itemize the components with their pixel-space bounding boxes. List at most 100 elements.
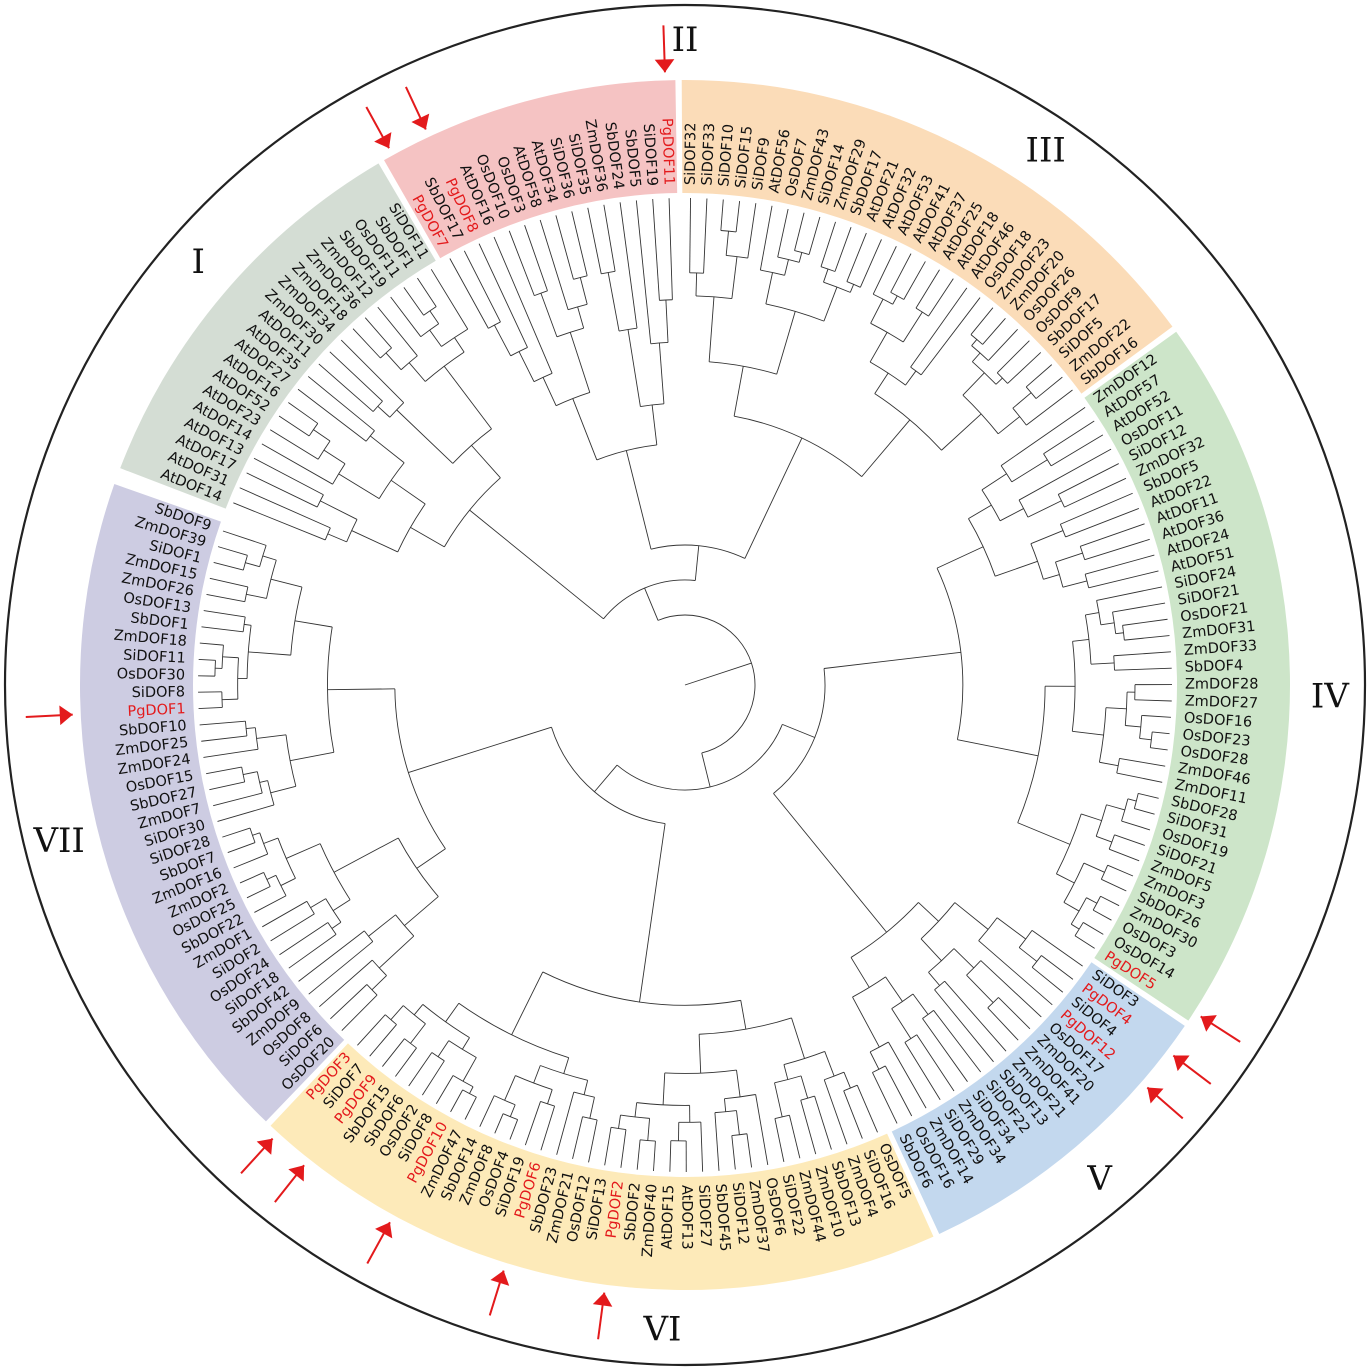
branch-radial — [1125, 725, 1141, 728]
branch-radial — [928, 972, 940, 986]
branch-radial — [972, 352, 981, 362]
branch-radial — [922, 1018, 968, 1082]
backbone-radial — [594, 764, 618, 793]
branch-radial — [695, 272, 698, 296]
branch-arc — [325, 898, 342, 923]
branch-radial — [1150, 747, 1168, 751]
branch-arc — [494, 1095, 516, 1106]
branch-radial — [635, 200, 652, 344]
branch-arc — [1000, 465, 1013, 483]
branch-radial — [849, 284, 855, 293]
branch-radial — [246, 593, 267, 599]
branch-radial — [1058, 463, 1119, 495]
branch-arc — [422, 1004, 470, 1039]
branch-radial — [1085, 612, 1099, 616]
branch-radial — [920, 297, 981, 376]
branch-radial — [509, 1119, 519, 1140]
branch-radial — [511, 971, 544, 1035]
branch-radial — [1043, 420, 1095, 455]
branch-radial — [377, 306, 418, 357]
branch-radial — [978, 940, 1053, 1006]
branch-radial — [1050, 434, 1104, 467]
branch-arc — [760, 269, 785, 276]
branch-radial — [329, 351, 383, 402]
leaf-label: SiDOF10 — [716, 124, 737, 188]
branch-radial — [435, 1075, 454, 1104]
branch-radial — [700, 1122, 704, 1172]
branch-arc — [502, 1113, 518, 1120]
branch-radial — [454, 337, 465, 353]
branch-arc — [869, 1041, 889, 1053]
branch-radial — [824, 1051, 835, 1077]
branch-radial — [870, 298, 884, 324]
branch-arc — [242, 616, 246, 632]
branch-radial — [368, 914, 396, 937]
branch-arc — [241, 766, 246, 783]
branch-arc — [873, 293, 893, 305]
branch-radial — [653, 1141, 656, 1172]
branch-radial — [800, 1075, 809, 1099]
branch-radial — [246, 472, 318, 508]
branch-arc — [1059, 524, 1066, 538]
leaf-label: OsDOF23 — [1182, 727, 1252, 750]
branch-arc — [317, 440, 331, 460]
branch-radial — [603, 204, 616, 272]
branch-radial — [1086, 897, 1098, 904]
highlight-arrow-head — [375, 1222, 393, 1239]
backbone-radial — [408, 726, 552, 773]
leaf-label: ZmDOF40 — [640, 1183, 661, 1257]
branch-radial — [869, 1051, 880, 1070]
branch-radial — [1043, 574, 1060, 580]
branch-radial — [725, 231, 729, 256]
branch-radial — [1088, 570, 1159, 589]
branch-radial — [478, 243, 528, 348]
branch-radial — [1065, 508, 1140, 538]
branch-radial — [1134, 699, 1172, 702]
branch-radial — [341, 994, 378, 1031]
branch-radial — [720, 199, 724, 231]
backbone-radial — [823, 651, 961, 669]
branch-arc — [394, 688, 446, 849]
branch-radial — [270, 785, 296, 794]
leaf-label: ZmDOF33 — [1183, 638, 1257, 659]
highlight-arrow-head — [654, 59, 675, 73]
branch-radial — [668, 198, 673, 300]
branch-radial — [731, 256, 738, 299]
highlight-arrow-head — [288, 1165, 305, 1182]
branch-radial — [429, 329, 442, 347]
branch-radial — [953, 948, 975, 969]
branch-radial — [245, 562, 260, 568]
branch-arc — [1092, 896, 1101, 911]
branch-radial — [736, 1110, 740, 1135]
branch-radial — [1112, 602, 1166, 613]
leaf-label: AtDOF15 — [659, 1185, 677, 1250]
branch-radial — [834, 227, 852, 272]
branch-arc — [1121, 798, 1129, 822]
branch-radial — [408, 362, 426, 382]
branch-arc — [640, 1139, 656, 1142]
leaf-label: SiDOF15 — [733, 125, 756, 189]
branch-radial — [954, 902, 989, 930]
branch-radial — [540, 1105, 556, 1151]
branch-radial — [298, 930, 365, 982]
backbone-radial — [744, 437, 803, 559]
branch-arc — [601, 270, 616, 275]
branch-arc — [1025, 386, 1037, 399]
branch-radial — [1080, 523, 1145, 547]
branch-radial — [261, 443, 333, 485]
branch-radial — [885, 976, 903, 1002]
branch-radial — [206, 593, 245, 603]
branch-radial — [957, 739, 1039, 757]
clade-band-vii — [79, 484, 345, 1122]
branch-radial — [417, 277, 437, 307]
branch-radial — [1096, 835, 1113, 843]
branch-radial — [462, 1037, 470, 1050]
branch-radial — [1105, 707, 1127, 710]
branch-radial — [708, 296, 715, 362]
branch-radial — [308, 941, 374, 995]
branch-radial — [539, 219, 569, 310]
branch-radial — [1134, 808, 1155, 815]
backbone-arc — [657, 614, 756, 754]
clade-label-iv: IV — [1311, 676, 1350, 716]
branch-radial — [669, 1140, 672, 1172]
